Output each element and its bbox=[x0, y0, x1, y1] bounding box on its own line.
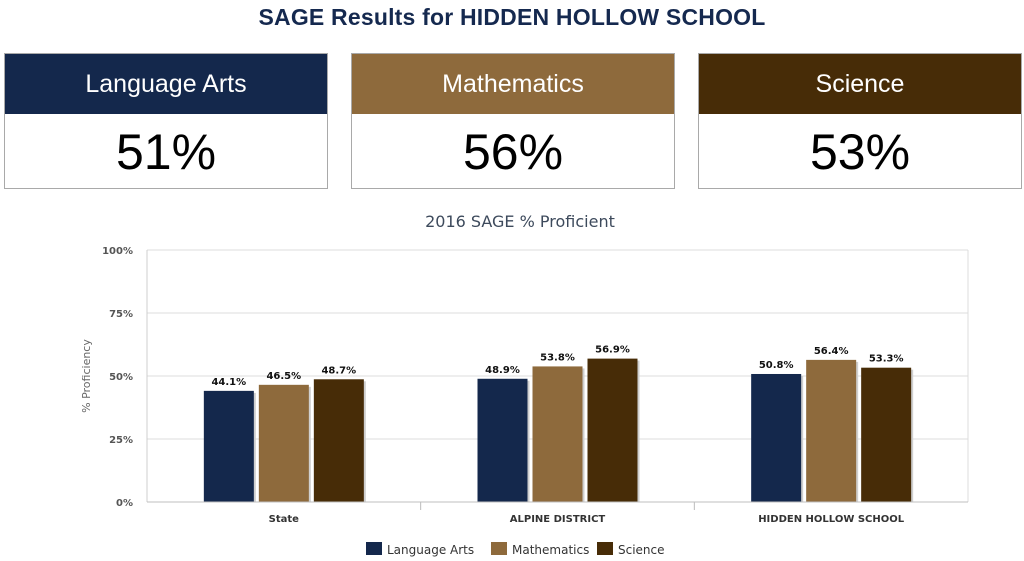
data-label: 48.9% bbox=[485, 365, 520, 376]
y-tick-label: 75% bbox=[109, 309, 133, 320]
science-card: Science 53% bbox=[698, 53, 1022, 189]
x-category-label: State bbox=[269, 514, 300, 525]
y-tick-label: 100% bbox=[102, 246, 133, 257]
card-header-language-arts: Language Arts bbox=[5, 54, 327, 114]
legend-swatch bbox=[366, 542, 382, 555]
y-axis-title: % Proficiency bbox=[80, 339, 93, 413]
legend-label: Science bbox=[618, 543, 665, 557]
data-label: 56.9% bbox=[595, 345, 630, 356]
bar-language-arts bbox=[751, 373, 802, 502]
data-label: 46.5% bbox=[266, 371, 301, 382]
bar-language-arts bbox=[203, 390, 254, 502]
bar-science bbox=[587, 358, 638, 502]
chart-title: 2016 SAGE % Proficient bbox=[425, 212, 615, 231]
legend-swatch bbox=[491, 542, 507, 555]
card-header-science: Science bbox=[699, 54, 1021, 114]
language-arts-card: Language Arts 51% bbox=[4, 53, 328, 189]
data-label: 48.7% bbox=[321, 365, 356, 376]
bar-mathematics bbox=[806, 359, 857, 502]
data-label: 53.8% bbox=[540, 352, 575, 363]
x-category-label: HIDDEN HOLLOW SCHOOL bbox=[758, 514, 905, 525]
data-label: 56.4% bbox=[814, 346, 849, 357]
card-value-language-arts: 51% bbox=[115, 124, 217, 180]
x-category-label: ALPINE DISTRICT bbox=[510, 514, 606, 525]
data-label: 44.1% bbox=[211, 377, 246, 388]
legend-swatch bbox=[597, 542, 613, 555]
bar-mathematics bbox=[532, 366, 583, 502]
bar-mathematics bbox=[258, 384, 309, 502]
y-tick-label: 0% bbox=[116, 498, 133, 509]
mathematics-card: Mathematics 56% bbox=[351, 53, 675, 189]
legend-label: Language Arts bbox=[387, 543, 474, 557]
y-tick-label: 25% bbox=[109, 435, 133, 446]
card-value-mathematics: 56% bbox=[462, 124, 564, 180]
data-label: 50.8% bbox=[759, 360, 794, 371]
bar-language-arts bbox=[477, 378, 528, 502]
bar-science bbox=[861, 367, 912, 502]
bar-science bbox=[313, 379, 364, 502]
card-value-science: 53% bbox=[809, 124, 911, 180]
card-header-mathematics: Mathematics bbox=[352, 54, 674, 114]
y-tick-label: 50% bbox=[109, 372, 133, 383]
page-title: SAGE Results for HIDDEN HOLLOW SCHOOL bbox=[258, 4, 766, 30]
legend-label: Mathematics bbox=[512, 543, 589, 557]
data-label: 53.3% bbox=[869, 354, 904, 365]
